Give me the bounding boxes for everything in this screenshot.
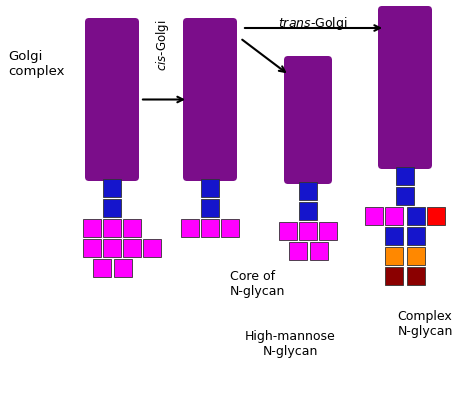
Bar xyxy=(310,242,328,260)
Bar xyxy=(407,247,425,265)
Bar xyxy=(299,182,317,200)
Bar xyxy=(407,207,425,225)
FancyBboxPatch shape xyxy=(85,18,139,181)
Text: Golgi
complex: Golgi complex xyxy=(8,50,64,78)
Text: $\it{trans}$-Golgi: $\it{trans}$-Golgi xyxy=(278,15,348,32)
Bar xyxy=(103,219,121,237)
FancyBboxPatch shape xyxy=(284,56,332,184)
Bar xyxy=(319,222,337,240)
Bar xyxy=(143,239,161,257)
Text: High-mannose
N-glycan: High-mannose N-glycan xyxy=(245,330,336,358)
Bar xyxy=(385,227,403,245)
Bar xyxy=(103,179,121,197)
Bar xyxy=(289,242,307,260)
Bar xyxy=(201,179,219,197)
Bar xyxy=(299,222,317,240)
Bar xyxy=(396,167,414,185)
Bar xyxy=(299,202,317,220)
Bar xyxy=(123,239,141,257)
Bar xyxy=(396,187,414,205)
Bar xyxy=(103,199,121,217)
Bar xyxy=(114,259,132,277)
Text: Complex
N-glycan: Complex N-glycan xyxy=(397,310,453,338)
Bar xyxy=(123,219,141,237)
Bar xyxy=(385,267,403,285)
Bar xyxy=(201,199,219,217)
Bar xyxy=(365,207,383,225)
Bar xyxy=(103,239,121,257)
Bar xyxy=(221,219,239,237)
FancyBboxPatch shape xyxy=(378,6,432,169)
Bar xyxy=(385,207,403,225)
Text: Core of
N-glycan: Core of N-glycan xyxy=(230,270,285,298)
Bar xyxy=(427,207,445,225)
Bar xyxy=(407,267,425,285)
Bar xyxy=(83,239,101,257)
Bar xyxy=(385,247,403,265)
Bar xyxy=(201,219,219,237)
Bar xyxy=(407,227,425,245)
Bar xyxy=(181,219,199,237)
FancyBboxPatch shape xyxy=(183,18,237,181)
Bar xyxy=(93,259,111,277)
Bar xyxy=(279,222,297,240)
Bar xyxy=(83,219,101,237)
Text: $\it{cis}$-Golgi: $\it{cis}$-Golgi xyxy=(155,20,172,71)
